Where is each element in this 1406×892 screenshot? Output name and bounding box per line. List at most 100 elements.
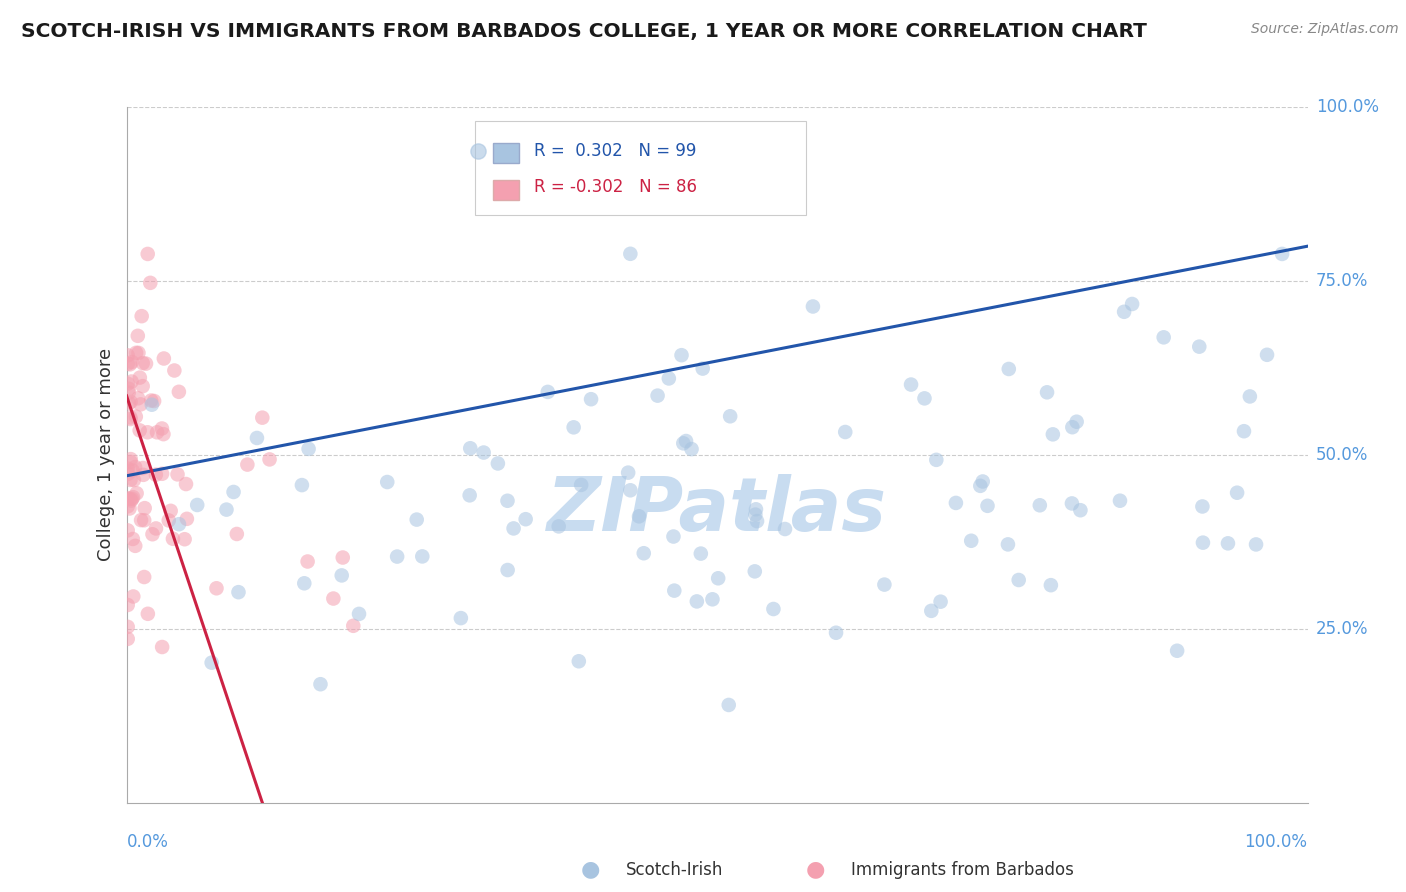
Text: R =  0.302   N = 99: R = 0.302 N = 99 [534, 142, 696, 160]
Point [297, 554, 319, 568]
Point [972, 475, 994, 489]
Point [121, 463, 143, 477]
Point [1271, 247, 1294, 261]
Point [1114, 305, 1136, 319]
Point [458, 488, 481, 502]
Point [515, 512, 537, 526]
Point [1042, 427, 1064, 442]
Point [167, 517, 190, 532]
Point [118, 385, 141, 400]
Point [801, 300, 824, 314]
Point [117, 357, 139, 371]
Point [120, 491, 142, 506]
Point [717, 698, 740, 712]
Point [692, 361, 714, 376]
Point [547, 519, 569, 533]
Text: 100.0%: 100.0% [1316, 98, 1379, 116]
Point [689, 547, 711, 561]
Point [134, 570, 156, 584]
Point [118, 501, 141, 516]
Point [124, 539, 146, 553]
Point [236, 458, 259, 472]
Point [117, 467, 139, 481]
FancyBboxPatch shape [475, 121, 806, 215]
Text: 100.0%: 100.0% [1244, 833, 1308, 851]
Point [122, 490, 145, 504]
Text: ZIPatlas: ZIPatlas [547, 474, 887, 547]
Point [1153, 330, 1175, 344]
Point [117, 491, 139, 506]
Point [145, 521, 167, 535]
Point [117, 348, 139, 362]
Point [1121, 297, 1143, 311]
Point [1060, 496, 1083, 510]
Point [1191, 500, 1213, 514]
Point [496, 493, 519, 508]
Point [129, 513, 152, 527]
Point [228, 585, 250, 599]
Point [121, 375, 143, 389]
Point [450, 611, 472, 625]
Point [121, 355, 143, 369]
Y-axis label: College, 1 year or more: College, 1 year or more [97, 349, 115, 561]
Point [900, 377, 922, 392]
Point [125, 346, 148, 360]
Point [664, 583, 686, 598]
Point [744, 508, 766, 522]
Point [120, 473, 142, 487]
Point [633, 546, 655, 560]
Point [347, 607, 370, 621]
Point [225, 527, 247, 541]
Point [145, 467, 167, 482]
Point [122, 473, 145, 487]
Point [1226, 485, 1249, 500]
Point [1008, 573, 1031, 587]
Point [997, 537, 1019, 551]
Point [163, 363, 186, 377]
Point [672, 436, 695, 450]
Point [127, 392, 149, 406]
Point [1029, 498, 1052, 512]
Text: ●: ● [806, 860, 825, 880]
Point [745, 502, 768, 516]
Point [292, 576, 315, 591]
Point [969, 479, 991, 493]
Text: SCOTCH-IRISH VS IMMIGRANTS FROM BARBADOS COLLEGE, 1 YEAR OR MORE CORRELATION CHA: SCOTCH-IRISH VS IMMIGRANTS FROM BARBADOS… [21, 22, 1147, 41]
Point [136, 247, 159, 261]
Point [718, 409, 741, 424]
Point [486, 457, 509, 471]
Point [136, 607, 159, 621]
Point [825, 625, 848, 640]
Text: Scotch-Irish: Scotch-Irish [626, 861, 723, 879]
Point [117, 382, 139, 396]
Point [120, 410, 142, 425]
Point [707, 571, 730, 585]
Text: 25.0%: 25.0% [1316, 620, 1368, 638]
Point [579, 392, 602, 407]
Point [1256, 348, 1278, 362]
Point [744, 565, 766, 579]
Point [118, 357, 141, 371]
Text: Immigrants from Barbados: Immigrants from Barbados [851, 861, 1074, 879]
Point [135, 357, 157, 371]
Point [120, 493, 142, 508]
Point [121, 532, 143, 546]
Point [686, 594, 709, 608]
Point [117, 524, 139, 538]
Point [658, 371, 681, 385]
Point [322, 591, 344, 606]
Point [128, 423, 150, 437]
Point [132, 467, 155, 482]
Point [120, 395, 142, 409]
Point [617, 466, 640, 480]
Point [117, 598, 139, 612]
Point [205, 582, 228, 596]
Point [146, 425, 169, 440]
Point [1239, 389, 1261, 403]
Point [143, 394, 166, 409]
Point [1233, 424, 1256, 438]
Point [131, 356, 153, 370]
Point [125, 409, 148, 424]
Point [120, 455, 142, 469]
Point [1188, 340, 1211, 354]
